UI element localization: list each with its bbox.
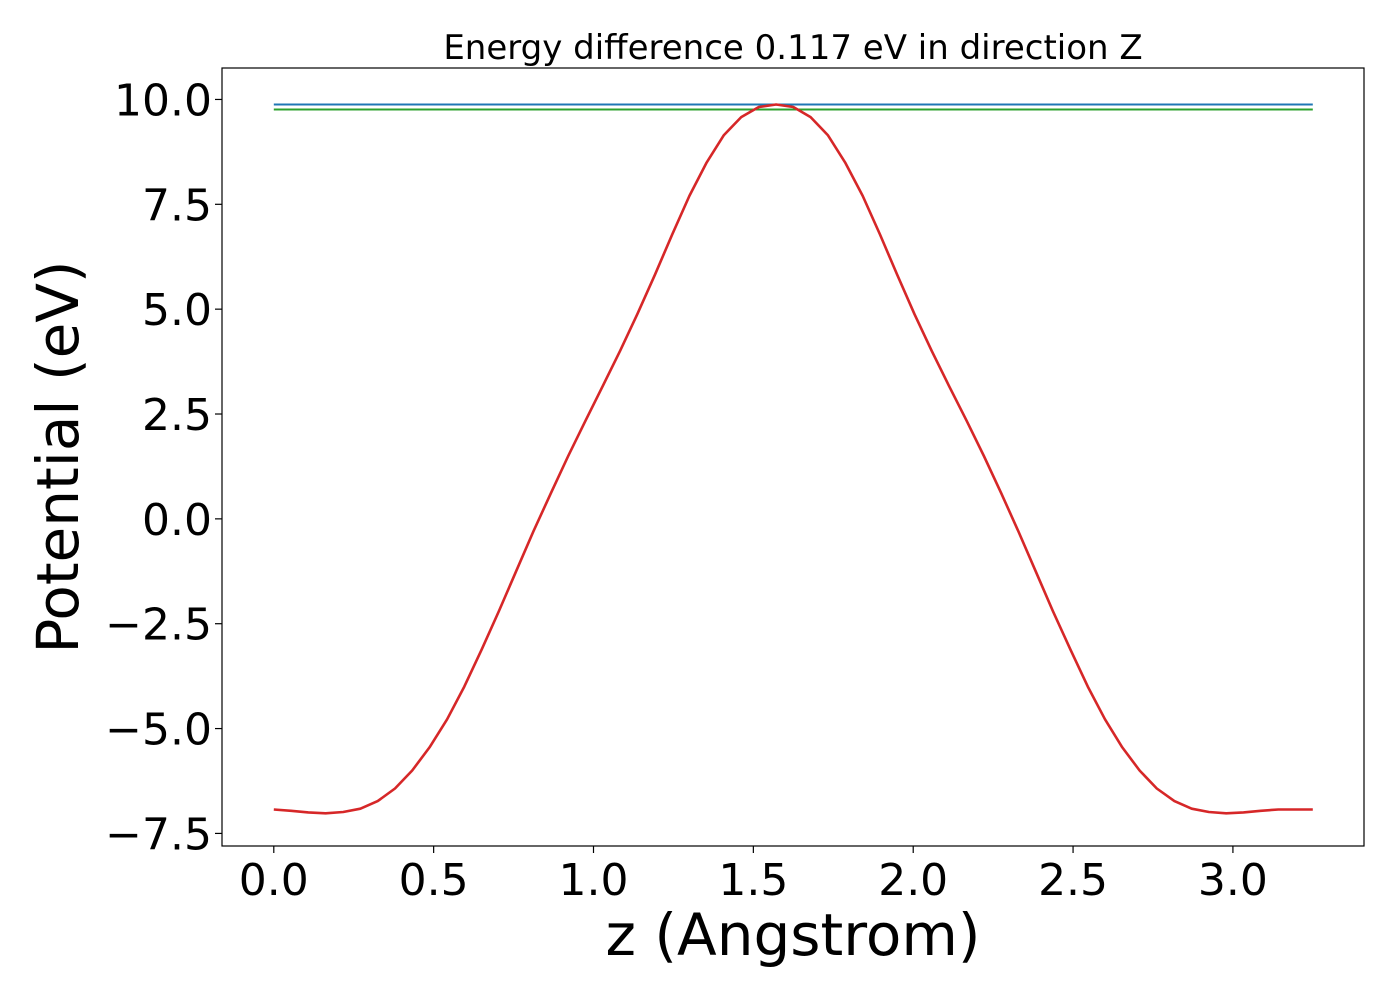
plot-frame bbox=[221, 67, 1365, 847]
y-tick-label: −2.5 bbox=[105, 600, 212, 651]
x-tick-label: 0.0 bbox=[239, 855, 309, 906]
x-tick-label: 1.0 bbox=[559, 855, 629, 906]
x-axis-label: z (Angstrom) bbox=[606, 901, 981, 969]
y-axis-ticks: −7.5 −5.0 −2.5 0.0 2.5 5.0 7.5 10.0 bbox=[105, 75, 222, 860]
x-axis-ticks: 0.0 0.5 1.0 1.5 2.0 2.5 3.0 bbox=[239, 846, 1268, 906]
y-tick-label: 7.5 bbox=[142, 180, 212, 231]
y-tick-label: 10.0 bbox=[114, 75, 212, 126]
series-line-2 bbox=[273, 103, 1313, 815]
y-tick-label: 2.5 bbox=[142, 390, 212, 441]
y-tick-label: 0.0 bbox=[142, 495, 212, 546]
x-tick-label: 3.0 bbox=[1198, 855, 1268, 906]
y-tick-label: −7.5 bbox=[105, 809, 212, 860]
x-tick-label: 1.5 bbox=[718, 855, 788, 906]
y-tick-label: −5.0 bbox=[105, 705, 212, 756]
x-tick-label: 2.0 bbox=[878, 855, 948, 906]
x-tick-label: 2.5 bbox=[1038, 855, 1108, 906]
plot-lines bbox=[273, 103, 1313, 815]
chart-title: Energy difference 0.117 eV in direction … bbox=[443, 28, 1142, 68]
y-axis-label: Potential (eV) bbox=[24, 260, 92, 653]
y-tick-label: 5.0 bbox=[142, 285, 212, 336]
x-tick-label: 0.5 bbox=[399, 855, 469, 906]
